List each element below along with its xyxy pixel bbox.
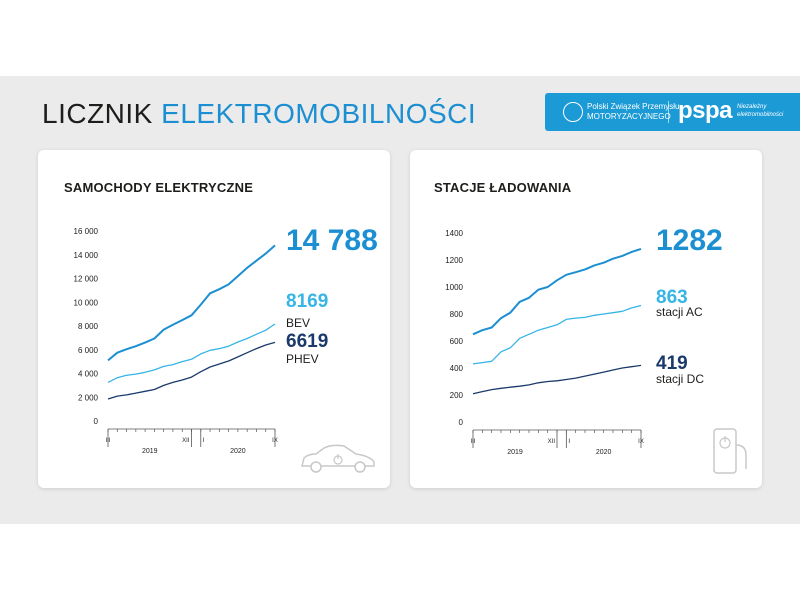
x-month-label: III (470, 439, 475, 445)
series-line-phev (107, 341, 276, 400)
y-tick-label: 600 (450, 337, 464, 346)
ac-value: 863 (656, 287, 688, 308)
x-year-label: 2020 (596, 449, 612, 456)
y-tick-label: 6 000 (78, 346, 99, 355)
pzpm-logo-text: Polski Związek Przemysłu MOTORYZACYJNEGO (587, 102, 679, 122)
series-line-total (472, 247, 642, 336)
series-line-total (107, 244, 276, 362)
stations-chart: 0 200 400 600 800 1000 1200 1400 III XII I IX 2019 20… (445, 229, 644, 456)
x-year-label: 2019 (142, 448, 158, 455)
charger-icon (713, 428, 747, 474)
y-tick-label: 1400 (445, 229, 463, 238)
bev-value: 8169 (286, 291, 329, 312)
y-tick-label: 1200 (445, 256, 463, 265)
series-line-bev (107, 323, 276, 383)
dc-label: stacji DC (656, 372, 705, 386)
pspa-slogan-line-2: elektromobilności (737, 112, 784, 118)
y-tick-label: 400 (450, 364, 464, 373)
logo-separator (668, 101, 669, 123)
y-tick-label: 10 000 (74, 298, 99, 307)
bev-label: BEV (286, 316, 311, 330)
x-year-label: 2020 (230, 448, 246, 455)
y-tick-label: 8 000 (78, 322, 99, 331)
x-month-label: IX (272, 438, 278, 444)
cars-total-value: 14 788 (286, 224, 378, 257)
y-tick-label: 14 000 (74, 251, 99, 260)
x-month-label: III (105, 438, 110, 444)
pzpm-logo-icon (563, 102, 583, 122)
y-tick-label: 0 (94, 417, 99, 426)
stations-total-value: 1282 (656, 224, 723, 257)
x-month-label: XII (182, 438, 190, 444)
page-title: LICZNIK ELEKTROMOBILNOŚCI (42, 98, 476, 130)
y-tick-label: 800 (450, 310, 464, 319)
x-month-label: IX (638, 439, 644, 445)
car-icon (301, 444, 375, 473)
pspa-slogan-line-1: Niezależny (737, 104, 767, 110)
phev-value: 6619 (286, 331, 329, 352)
dc-value: 419 (656, 353, 688, 374)
pspa-slogan: Niezależny elektromobilności (737, 103, 783, 119)
x-month-label: XII (548, 439, 556, 445)
x-year-label: 2019 (507, 449, 523, 456)
logo-bar: Polski Związek Przemysłu MOTORYZACYJNEGO… (545, 93, 800, 131)
cars-card-title: SAMOCHODY ELEKTRYCZNE (64, 180, 254, 195)
pzpm-line-1: Polski Związek Przemysłu (587, 102, 680, 111)
stations-card-title: STACJE ŁADOWANIA (434, 180, 572, 195)
title-part-1: LICZNIK (42, 98, 153, 129)
y-tick-label: 0 (459, 418, 464, 427)
y-tick-label: 4 000 (78, 370, 99, 379)
y-tick-label: 200 (450, 391, 464, 400)
x-month-label: I (203, 438, 205, 444)
pspa-logo: pspa (678, 97, 733, 124)
series-line-ac (472, 304, 642, 365)
title-part-2: ELEKTROMOBILNOŚCI (161, 98, 477, 129)
pzpm-line-2: MOTORYZACYJNEGO (587, 112, 671, 121)
y-tick-label: 16 000 (74, 227, 99, 236)
series-line-dc (472, 364, 642, 395)
ac-label: stacji AC (656, 305, 703, 319)
cars-card: SAMOCHODY ELEKTRYCZNE 0 2 000 4 000 6 000 8 … (38, 150, 390, 488)
cars-chart: 0 2 000 4 000 6 000 8 000 10 000 12 000 14 000 1… (74, 227, 278, 455)
stations-card: STACJE ŁADOWANIA 0 200 400 600 800 1000 1200 14… (410, 150, 762, 488)
y-tick-label: 2 000 (78, 393, 99, 402)
phev-label: PHEV (286, 352, 319, 366)
y-tick-label: 12 000 (74, 275, 99, 284)
x-month-label: I (568, 439, 570, 445)
y-tick-label: 1000 (445, 283, 463, 292)
